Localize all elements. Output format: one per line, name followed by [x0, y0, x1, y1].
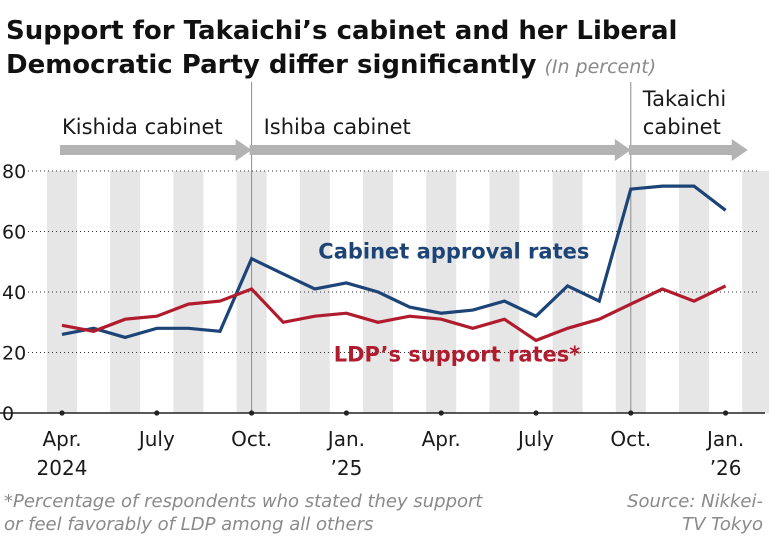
series-label-ldp: LDP’s support rates*	[334, 343, 581, 367]
footnote: *Percentage of respondents who stated th…	[4, 490, 564, 536]
cabinet-label: Takaichi	[642, 87, 726, 111]
x-tick-label: Jan.	[326, 427, 365, 451]
series-line-cabinet	[61, 184, 727, 340]
x-tick-label: Apr.	[422, 427, 461, 451]
x-tick-label: Oct.	[610, 427, 651, 451]
series-label-cabinet: Cabinet approval rates	[318, 240, 589, 264]
cabinet-arrow-head	[614, 139, 631, 161]
x-tick-mark	[59, 410, 65, 416]
x-tick-label: 2024	[37, 456, 88, 480]
series-line-ldp	[61, 284, 727, 343]
chart-title-line1: Support for Takaichi’s cabinet and her L…	[6, 16, 678, 46]
x-tick-label: Apr.	[42, 427, 81, 451]
cabinet-label: Kishida cabinet	[62, 115, 223, 139]
y-tick-label: 60	[2, 222, 26, 244]
chart-title-line2: Democratic Party differ significantly (In…	[6, 48, 746, 84]
x-tick-mark	[628, 410, 634, 416]
cabinet-arrow-head	[731, 139, 748, 161]
cabinet-label: Ishiba cabinet	[264, 115, 411, 139]
month-band	[742, 171, 769, 413]
month-band	[110, 171, 141, 413]
footnote-line2: or feel favorably of LDP among all other…	[4, 514, 374, 535]
x-tick-label: ’25	[330, 456, 362, 480]
y-tick-label: 80	[2, 161, 26, 183]
x-tick-label: ’26	[710, 456, 742, 480]
x-tick-label: July	[137, 427, 175, 451]
chart-title: Support for Takaichi’s cabinet and her L…	[6, 14, 746, 84]
x-tick-mark	[438, 410, 444, 416]
source-note: Source: Nikkei- TV Tokyo	[563, 490, 763, 536]
x-tick-label: Oct.	[231, 427, 272, 451]
x-tick-mark	[533, 410, 539, 416]
y-tick-label: 0	[2, 403, 14, 425]
source-line1: Source: Nikkei-	[627, 491, 763, 512]
x-tick-label: July	[516, 427, 554, 451]
cabinet-arrow-head	[235, 139, 252, 161]
x-tick-mark	[343, 410, 349, 416]
chart-title-line2-text: Democratic Party differ significantly	[6, 50, 537, 80]
footnote-line1: *Percentage of respondents who stated th…	[4, 491, 483, 512]
x-tick-mark	[249, 410, 255, 416]
chart-unit-label: (In percent)	[544, 56, 657, 78]
x-tick-mark	[723, 410, 729, 416]
x-tick-mark	[154, 410, 160, 416]
x-tick-label: Jan.	[705, 427, 744, 451]
cabinet-label: cabinet	[643, 115, 721, 139]
y-tick-label: 20	[2, 343, 26, 365]
y-tick-label: 40	[2, 282, 26, 304]
month-band	[426, 171, 457, 413]
source-line2: TV Tokyo	[682, 514, 763, 535]
